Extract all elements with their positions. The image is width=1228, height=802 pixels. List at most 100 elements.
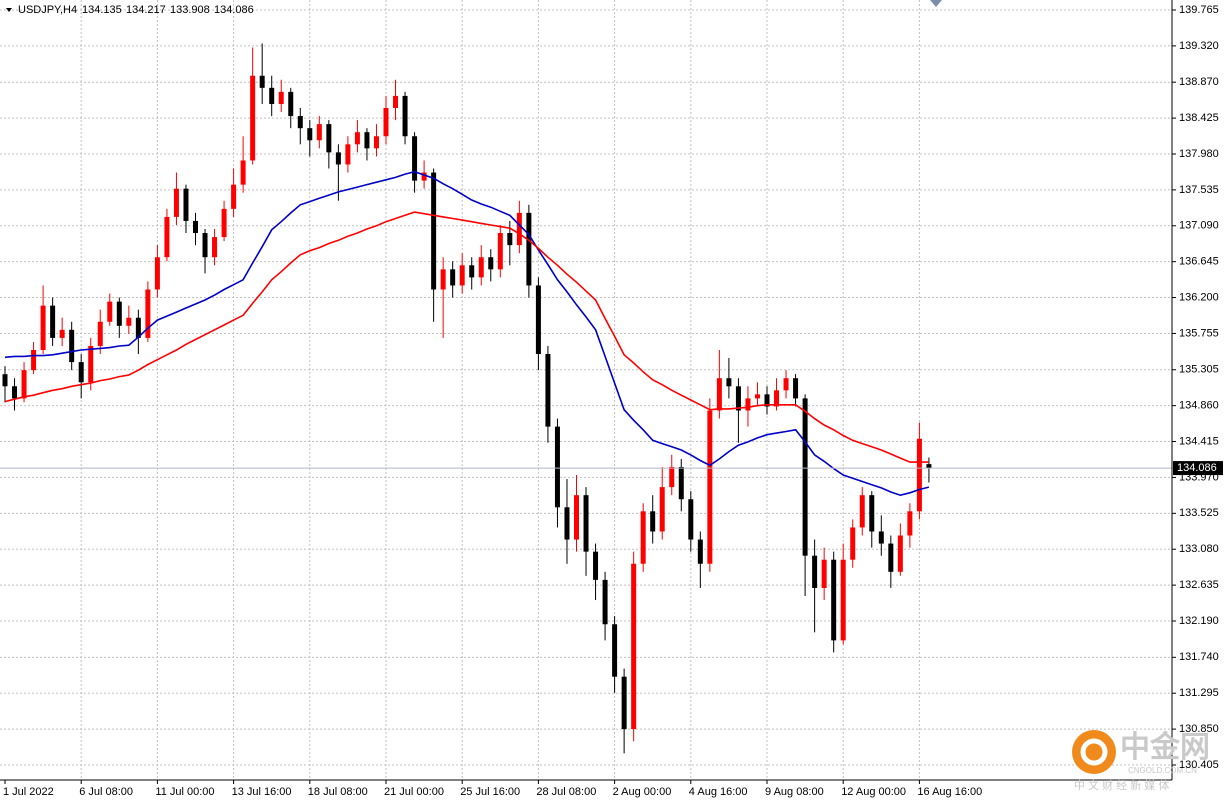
candle-body	[669, 466, 675, 488]
candle-body	[212, 237, 218, 258]
candle-body	[183, 188, 189, 221]
candle-body	[40, 305, 46, 350]
candle-body	[697, 539, 703, 564]
y-tick-label: 135.305	[1179, 364, 1219, 376]
candle-body	[78, 362, 84, 383]
candle-body	[116, 301, 122, 326]
candle-body	[516, 212, 522, 246]
candle-body	[821, 559, 827, 588]
candle-body	[459, 265, 465, 286]
candle-body	[754, 394, 760, 399]
candle-body	[640, 511, 646, 564]
candle-body	[707, 410, 713, 564]
candle-body	[888, 543, 894, 572]
candle-body	[288, 91, 294, 117]
candle-body	[783, 378, 789, 391]
candle-body	[745, 398, 751, 411]
x-tick-label: 2 Aug 00:00	[613, 786, 672, 798]
candle-body	[383, 108, 389, 137]
grid	[0, 0, 1172, 780]
candle-body	[173, 188, 179, 217]
candle-body	[554, 426, 560, 508]
candle-body	[526, 212, 532, 286]
watermark-logo-ring	[1080, 738, 1108, 766]
candle-body	[164, 216, 170, 258]
y-tick-label: 130.405	[1179, 759, 1219, 771]
x-tick-label: 4 Aug 16:00	[689, 786, 748, 798]
candle-body	[897, 535, 903, 572]
candle-body	[126, 317, 132, 326]
candle-body	[21, 370, 27, 399]
candle-body	[373, 136, 379, 149]
menu-arrow[interactable]	[6, 8, 12, 12]
watermark-logo	[1072, 730, 1116, 774]
candle-body	[497, 233, 503, 270]
candle-body	[735, 386, 741, 411]
watermark-brand: 中金网	[1120, 730, 1210, 764]
candle-body	[831, 559, 837, 641]
y-tick-label: 133.080	[1179, 543, 1219, 555]
candle-body	[259, 75, 265, 88]
y-tick-label: 131.740	[1179, 651, 1219, 663]
ohlc-high: 134.217	[126, 4, 166, 16]
candle-body	[869, 495, 875, 532]
y-tick-label: 133.525	[1179, 507, 1219, 519]
candle-body	[326, 124, 332, 153]
ohlc-close: 134.086	[214, 4, 254, 16]
candle-body	[431, 172, 437, 290]
y-tick-label: 135.755	[1179, 327, 1219, 339]
candle-body	[345, 144, 351, 165]
candle-body	[31, 349, 37, 371]
candle-body	[450, 269, 456, 286]
candle-body	[764, 394, 770, 407]
candle-body	[316, 124, 322, 141]
candle-body	[297, 116, 303, 129]
x-tick-label: 25 Jul 16:00	[460, 786, 520, 798]
candle-body	[421, 172, 427, 181]
candle-body	[221, 208, 227, 238]
shift-marker[interactable]	[930, 0, 942, 7]
candle-body	[59, 329, 65, 338]
candle-body	[193, 220, 198, 234]
watermark-slogan: 中 文 财 经 新 媒 体	[1074, 778, 1169, 792]
candle-body	[535, 285, 541, 355]
candle-body	[726, 378, 732, 387]
y-tick-label: 130.850	[1179, 723, 1219, 735]
candle-body	[926, 464, 932, 469]
candle-body	[393, 95, 399, 109]
candle-body	[135, 317, 141, 338]
candle-body	[412, 136, 418, 181]
candle-body	[231, 184, 237, 209]
y-tick-label: 132.635	[1179, 579, 1219, 591]
candle-body	[402, 95, 408, 137]
candle-body	[621, 676, 627, 730]
x-tick-label: 11 Jul 00:00	[155, 786, 214, 798]
candle-body	[812, 555, 818, 588]
candle-body	[488, 257, 494, 270]
y-tick-label: 137.090	[1179, 220, 1219, 232]
y-tick-label: 138.870	[1179, 76, 1219, 88]
candle-body	[69, 329, 75, 363]
candle-body	[583, 495, 589, 552]
candle-body	[716, 378, 722, 411]
x-tick-label: 18 Jul 08:00	[308, 786, 368, 798]
candle-body	[802, 398, 808, 556]
candle-body	[650, 511, 656, 532]
candle-body	[574, 495, 579, 540]
candle-body	[850, 527, 856, 560]
candle-body	[2, 374, 8, 387]
y-tick-label: 136.200	[1179, 291, 1219, 303]
candle-body	[916, 438, 922, 512]
candle-body	[250, 75, 256, 161]
candle-body	[154, 257, 160, 290]
candle-body	[840, 559, 846, 641]
candle-body	[793, 378, 799, 399]
symbol: USDJPY,H4	[18, 4, 77, 16]
candle-body	[97, 321, 103, 346]
x-tick-label: 21 Jul 00:00	[384, 786, 444, 798]
candle-body	[688, 499, 694, 540]
candle-body	[774, 390, 780, 407]
candle-body	[478, 257, 484, 278]
